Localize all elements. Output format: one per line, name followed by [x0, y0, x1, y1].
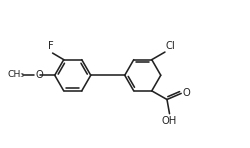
Text: OH: OH	[162, 116, 177, 126]
Text: F: F	[48, 41, 54, 51]
Text: Cl: Cl	[166, 41, 176, 51]
Text: CH₃: CH₃	[7, 70, 24, 79]
Text: O: O	[36, 70, 44, 80]
Text: O: O	[182, 88, 190, 98]
